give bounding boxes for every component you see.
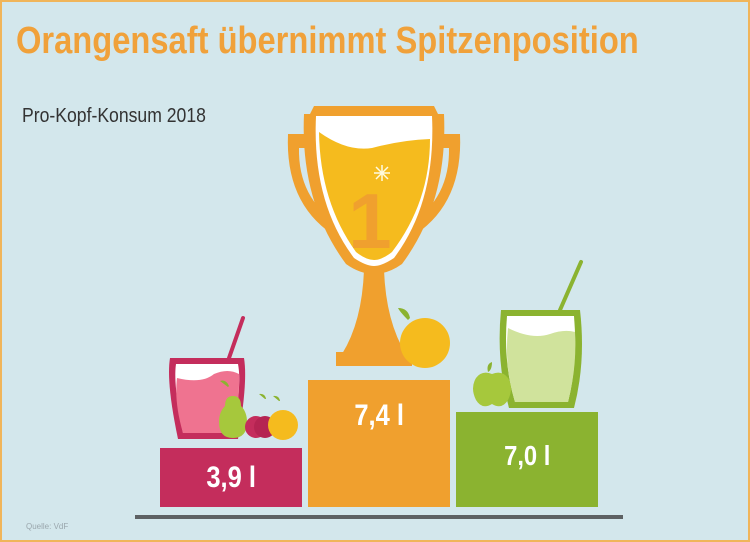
pedestal-berry-juice: 3,9 l (160, 448, 302, 507)
source-note: Quelle: VdF (26, 522, 69, 531)
apple-juice-glass-icon (499, 260, 583, 408)
orange-icon (398, 308, 450, 368)
value-label: 7,0 l (503, 440, 551, 471)
trophy-icon (287, 106, 461, 366)
apple-icon (473, 362, 511, 407)
fruits-icon (219, 380, 298, 440)
pedestal-orange-juice: 7,4 l (308, 380, 450, 507)
chart-subtitle: Pro-Kopf-Konsum 2018 (22, 105, 206, 127)
podium-baseline (135, 515, 623, 519)
trophy-number: 1 (348, 177, 391, 265)
value-label: 3,9 l (206, 461, 256, 494)
chart-title: Orangensaft übernimmt Spitzenposition (16, 20, 639, 62)
pedestal-apple-juice: 7,0 l (456, 412, 598, 507)
value-label: 7,4 l (354, 399, 404, 432)
